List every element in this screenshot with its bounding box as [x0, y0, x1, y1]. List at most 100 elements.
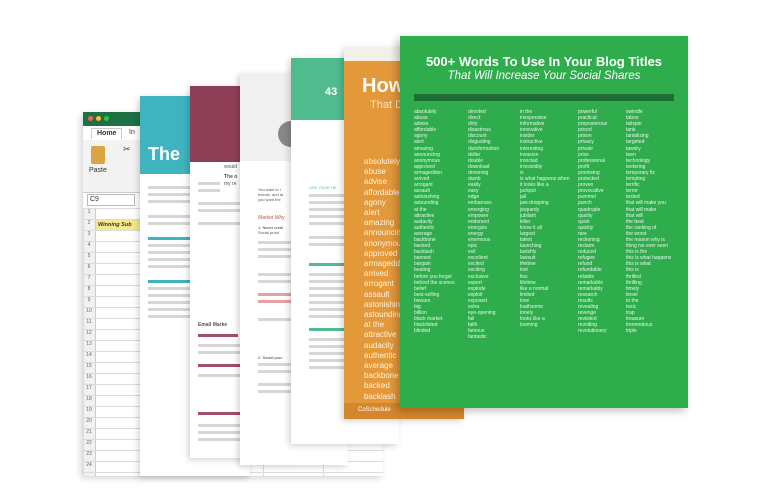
row-number[interactable]: 5 [87, 253, 91, 259]
orange-word: astounding [364, 310, 404, 320]
row-number[interactable]: 12 [86, 330, 92, 336]
row-number[interactable]: 22 [86, 440, 92, 446]
word-item: reclaim [578, 243, 595, 250]
paste-icon[interactable] [91, 146, 105, 164]
word-item: famous [468, 328, 485, 335]
word-item: download [468, 163, 490, 170]
word-item: disgusting [468, 139, 491, 146]
word-item: backed [414, 243, 431, 250]
word-item: devoted [468, 109, 486, 115]
word-item: revealing [578, 304, 599, 310]
row-number[interactable]: 20 [86, 418, 92, 424]
cell-reference-box[interactable]: C9 [87, 194, 135, 206]
word-item: professional [578, 157, 605, 164]
word-item: assault [414, 188, 430, 195]
row-number[interactable]: 1 [87, 209, 91, 215]
row-number[interactable]: 18 [86, 396, 92, 402]
row-number[interactable]: 4 [87, 242, 91, 248]
word-item: exploit [468, 291, 483, 298]
page-subtitle: That Will Increase Your Social Shares [447, 70, 641, 82]
row-number[interactable]: 13 [86, 341, 92, 347]
word-item: killer [520, 218, 531, 225]
word-item: trap [626, 310, 635, 317]
word-item: armageddon [414, 169, 443, 176]
row-number[interactable]: 14 [86, 352, 92, 358]
word-item: absolutely [414, 109, 437, 115]
word-item: informative [520, 121, 545, 128]
word-item: jackpot [520, 188, 536, 195]
word-item: lifetime [520, 279, 536, 286]
word-item: powerful [578, 109, 597, 115]
word-item: protected [578, 176, 599, 183]
word-item: affordable [414, 127, 437, 134]
row-number[interactable]: 6 [87, 264, 91, 270]
word-item: extra [468, 304, 480, 310]
row-number[interactable]: 15 [86, 363, 92, 369]
row-number[interactable]: 16 [86, 374, 92, 380]
word-item: rare [578, 230, 587, 237]
word-item: advise [414, 121, 429, 128]
orange-word: advise [364, 177, 388, 187]
word-item: temporary fix [626, 169, 655, 176]
row-number[interactable]: 7 [87, 275, 91, 281]
cell-a1[interactable]: Winning Sub [96, 220, 146, 230]
word-item: exposed [468, 297, 487, 304]
teal-body-text [148, 186, 238, 322]
word-item: drowning [468, 169, 489, 176]
word-item: largest [520, 230, 536, 237]
orange-word: armageddon [364, 259, 409, 269]
cut-icon[interactable]: ✂ [123, 144, 131, 154]
word-item: this is what happens [626, 255, 672, 262]
gray-line-3: you want the [258, 197, 281, 202]
row-number[interactable]: 2 [87, 220, 91, 226]
word-item: reliable [578, 273, 595, 280]
word-item: epic [468, 243, 478, 250]
word-item: double [468, 157, 484, 164]
word-item: is what happens when [520, 176, 570, 183]
word-item: lonely [520, 310, 534, 317]
word-item: privacy [578, 139, 594, 146]
word-item: arrogant [414, 182, 433, 189]
word-item: remarkably [578, 285, 603, 292]
row-number[interactable]: 17 [86, 385, 92, 391]
word-column: in the inexpensive informative innovative in… [520, 109, 569, 328]
word-item: enormous [468, 236, 491, 243]
row-number[interactable]: 3 [87, 231, 91, 237]
orange-word: astonishing [364, 299, 405, 309]
word-item: alert [414, 139, 424, 146]
tab-insert[interactable]: In [129, 129, 135, 136]
word-item: average [414, 230, 433, 237]
word-item: looming [520, 322, 538, 329]
word-item: invasion [520, 151, 539, 158]
row-number[interactable]: 10 [86, 308, 92, 314]
maroon-section-title: Email Marke [198, 322, 228, 328]
row-number[interactable]: 24 [86, 462, 92, 468]
row-number[interactable]: 9 [87, 297, 91, 303]
word-item: astounding [414, 200, 439, 207]
row-number[interactable]: 8 [87, 286, 91, 292]
word-item: refugee [578, 255, 595, 262]
word-item: exciting [468, 267, 485, 274]
row-number[interactable]: 21 [86, 429, 92, 435]
word-item: attractive [414, 212, 435, 219]
word-item: disastrous [468, 127, 491, 134]
word-item: emerging [468, 206, 489, 213]
word-item: refundable [578, 267, 602, 274]
gray-line-2: events, and at [258, 192, 284, 197]
word-item: blacklisted [414, 322, 438, 329]
row-number[interactable]: 23 [86, 451, 92, 457]
word-item: jaw-dropping [520, 200, 549, 207]
paste-label[interactable]: Paste [89, 167, 107, 174]
word-item: reckoning [578, 236, 600, 243]
word-item: insider [520, 133, 535, 140]
row-number[interactable]: 19 [86, 407, 92, 413]
tab-home[interactable]: Home [91, 128, 123, 139]
orange-word: alert [364, 208, 380, 218]
word-item: lavishly [520, 249, 537, 256]
gray-line-7: 2. Social proo [258, 355, 283, 360]
word-item: quickly [578, 224, 594, 231]
word-item: timely [626, 285, 640, 292]
green-number: 43 [325, 86, 338, 98]
word-item: jubilant [520, 212, 536, 219]
row-number[interactable]: 11 [86, 319, 92, 325]
